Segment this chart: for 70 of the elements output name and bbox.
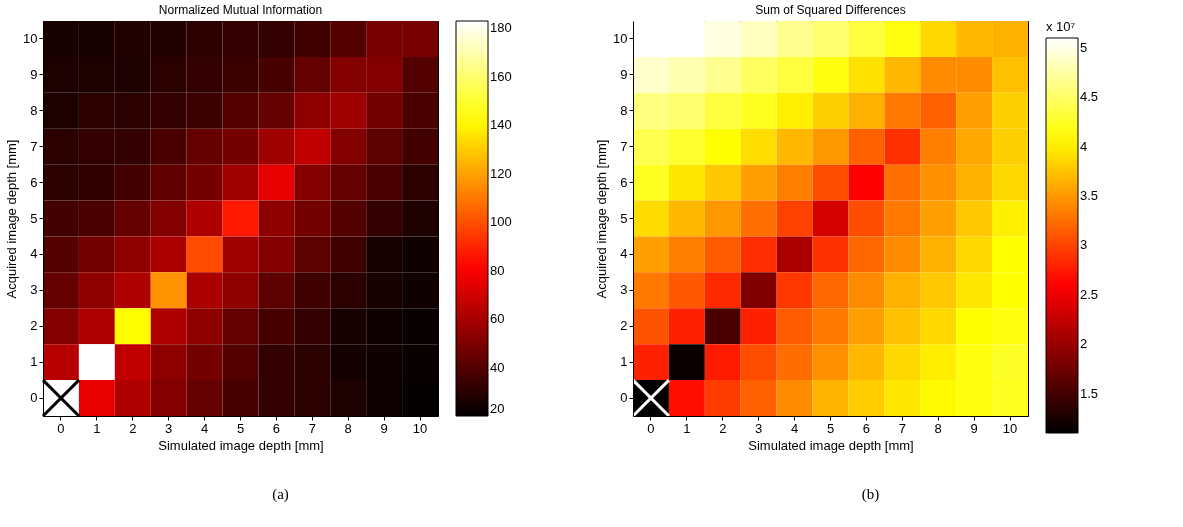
color-bar-label: 2 <box>1080 336 1088 352</box>
color-bar-label: 180 <box>490 20 512 36</box>
x-tick-label: 1 <box>93 420 101 436</box>
x-tick-label: 3 <box>755 420 763 436</box>
x-tick-label: 6 <box>272 420 281 436</box>
x-tick-label: 8 <box>934 420 942 436</box>
y-axis-title: Acquired image depth [mm] <box>4 139 20 299</box>
color-bar-label: 20 <box>490 401 505 416</box>
x-tick-label: 9 <box>970 420 978 436</box>
color-bar-label: 4.5 <box>1080 89 1099 105</box>
y-tick-label: 0 <box>30 390 38 406</box>
x-tick-label: 2 <box>129 420 137 436</box>
x-tick-label: 3 <box>165 420 173 436</box>
x-tick-label: 8 <box>344 420 352 436</box>
x-tick-label: 5 <box>826 420 835 436</box>
y-tick-label: 8 <box>620 102 628 118</box>
color-bar-label: 4 <box>1080 138 1088 154</box>
x-tick-label: 9 <box>380 420 388 436</box>
x-tick-label: 1 <box>683 420 691 436</box>
chart-title: Normalized Mutual Information <box>158 3 323 17</box>
y-tick-label: 0 <box>620 390 628 406</box>
y-tick-label: 9 <box>620 66 628 82</box>
y-tick-label: 4 <box>620 246 628 262</box>
y-tick-label: 6 <box>30 174 38 190</box>
text: (b) <box>861 486 880 503</box>
y-tick-label: 5 <box>620 210 628 226</box>
y-tick-label: 9 <box>30 66 38 82</box>
y-tick-label: 7 <box>620 138 628 154</box>
x-tick-label: 6 <box>862 420 871 436</box>
color-bar-label: 3.5 <box>1080 188 1099 203</box>
y-tick-label: 7 <box>30 138 38 154</box>
x-axis-title: Simulated image depth [mm] <box>158 437 324 453</box>
color-bar-label: 140 <box>490 117 512 133</box>
y-axis-title: Acquired image depth [mm] <box>594 139 610 299</box>
color-bar-label: 5 <box>1080 39 1088 55</box>
x-tick-label: 10 <box>412 420 428 436</box>
y-tick-label: 8 <box>30 102 38 118</box>
color-bar-label: 160 <box>490 68 512 84</box>
y-tick-label: 10 <box>613 30 628 46</box>
x-tick-label: 5 <box>236 420 245 436</box>
y-tick-label: 2 <box>620 318 628 334</box>
color-bar-label: 60 <box>490 311 505 327</box>
color-bar-label: 2.5 <box>1080 286 1099 302</box>
text: x 10⁷ <box>1046 19 1076 34</box>
color-bar-label: 1.5 <box>1080 385 1099 401</box>
x-tick-label: 7 <box>308 420 316 436</box>
x-tick-label: 0 <box>57 420 65 436</box>
y-tick-label: 1 <box>30 354 38 370</box>
y-tick-label: 10 <box>23 30 38 46</box>
color-bar-label: 80 <box>490 262 505 278</box>
color-bar-label: 3 <box>1080 237 1088 253</box>
x-tick-label: 4 <box>790 420 799 436</box>
y-tick-label: 1 <box>620 354 628 370</box>
color-bar-label: 120 <box>490 165 512 181</box>
x-tick-label: 2 <box>719 420 727 436</box>
text: (a) <box>272 486 289 503</box>
y-tick-label: 3 <box>30 282 38 298</box>
y-tick-label: 3 <box>620 282 628 298</box>
x-tick-label: 4 <box>200 420 209 436</box>
color-bar-label: 40 <box>490 359 505 375</box>
color-bar-label: 100 <box>490 214 512 230</box>
y-tick-label: 4 <box>30 246 38 262</box>
chart-title: Sum of Squared Differences <box>755 3 906 17</box>
y-tick-label: 5 <box>30 210 38 226</box>
x-tick-label: 10 <box>1002 420 1018 436</box>
y-tick-label: 2 <box>30 318 38 334</box>
y-tick-label: 6 <box>620 174 628 190</box>
x-axis-title: Simulated image depth [mm] <box>748 437 914 453</box>
x-tick-label: 0 <box>647 420 655 436</box>
x-tick-label: 7 <box>898 420 906 436</box>
